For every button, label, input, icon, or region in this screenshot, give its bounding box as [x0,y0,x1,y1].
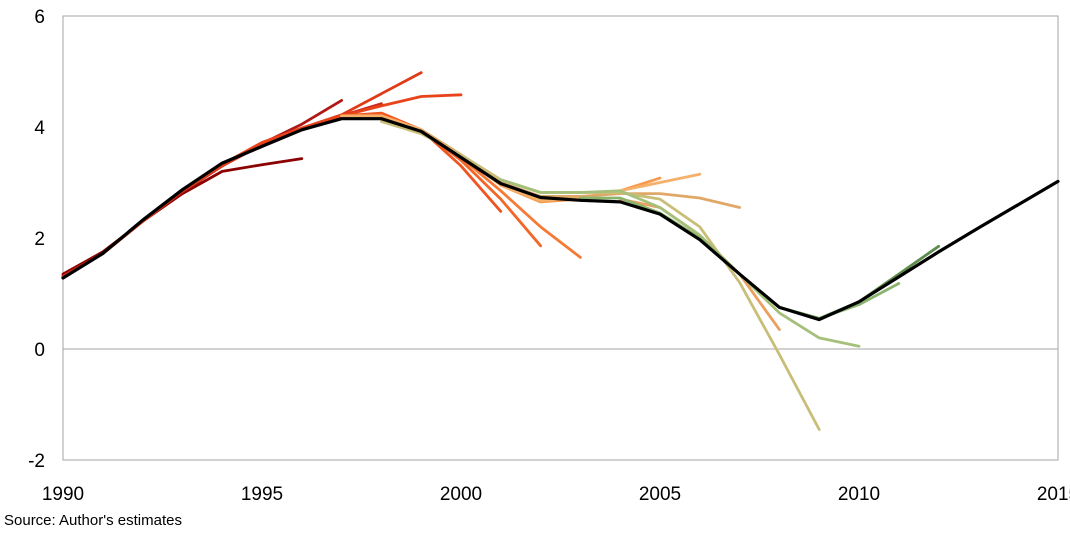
series-line-6 [340,111,503,213]
plot-border [62,15,1059,461]
plot-area [62,15,1059,461]
y-tick-label: -2 [28,451,45,472]
series-layer [61,71,1060,431]
series-line-15 [579,196,901,320]
series-line-7 [340,113,542,248]
y-tick-label: 0 [34,340,45,361]
y-tick-label: 2 [34,229,45,250]
source-note: Source: Author's estimates [4,512,182,529]
x-tick-label: 1990 [42,484,84,505]
x-tick-label: 2000 [440,484,482,505]
series-line-3 [61,102,383,279]
y-axis-tick-labels: -2 0 2 4 6 [28,7,45,472]
series-line-16 [778,244,940,320]
x-tick-label: 2010 [838,484,880,505]
x-axis-tick-labels: 1990 1995 2000 2005 2010 2015 [42,484,1070,505]
x-tick-label: 1995 [241,484,283,505]
series-line-17 [61,117,1060,322]
series-line-14 [499,178,861,348]
series-line-13 [379,120,821,431]
y-tick-label: 4 [34,118,45,139]
series-line-10 [340,114,702,202]
x-tick-label: 2005 [639,484,681,505]
series-line-8 [340,114,582,259]
line-chart: -2 0 2 4 6 1990 1995 2000 2005 2010 2015 [28,7,1070,505]
x-tick-label: 2015 [1037,484,1070,505]
series-line-4 [61,71,423,279]
y-tick-label: 6 [34,7,45,28]
